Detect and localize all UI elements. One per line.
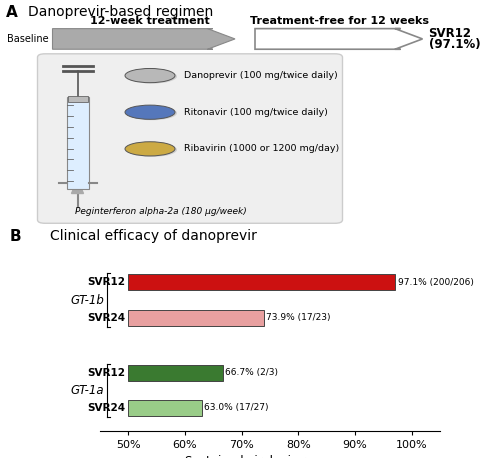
Text: Peginterferon alpha-2a (180 μg/week): Peginterferon alpha-2a (180 μg/week): [75, 207, 247, 216]
Text: SVR12: SVR12: [88, 278, 126, 288]
Text: 12-week treatment: 12-week treatment: [90, 16, 210, 26]
Bar: [128, 365, 223, 381]
Text: 73.9% (17/23): 73.9% (17/23): [266, 313, 330, 322]
Text: SVR24: SVR24: [88, 313, 126, 322]
Text: A: A: [6, 5, 18, 20]
Text: Clinical efficacy of danoprevir: Clinical efficacy of danoprevir: [50, 229, 257, 243]
Text: SVR24: SVR24: [88, 403, 126, 413]
Text: GT-1b: GT-1b: [70, 294, 104, 306]
Text: 66.7% (2/3): 66.7% (2/3): [225, 368, 278, 377]
Ellipse shape: [125, 69, 175, 82]
Text: Ribavirin (1000 or 1200 mg/day): Ribavirin (1000 or 1200 mg/day): [184, 144, 339, 153]
Text: Treatment-free for 12 weeks: Treatment-free for 12 weeks: [250, 16, 430, 26]
Ellipse shape: [127, 106, 177, 120]
Text: SVR12: SVR12: [428, 27, 472, 40]
Text: Danoprevir (100 mg/twice daily): Danoprevir (100 mg/twice daily): [184, 71, 338, 80]
Text: Danoprevir-based regimen: Danoprevir-based regimen: [28, 5, 213, 19]
Text: 63.0% (17/27): 63.0% (17/27): [204, 403, 269, 413]
Bar: [128, 400, 202, 416]
Text: GT-1a: GT-1a: [70, 384, 104, 397]
Text: Ritonavir (100 mg/twice daily): Ritonavir (100 mg/twice daily): [184, 108, 328, 117]
Bar: [128, 310, 264, 326]
X-axis label: Sustained virologic response: Sustained virologic response: [185, 455, 355, 458]
Text: SVR12: SVR12: [88, 368, 126, 378]
FancyBboxPatch shape: [66, 98, 88, 189]
FancyBboxPatch shape: [68, 96, 87, 102]
Bar: [128, 274, 395, 290]
Text: Baseline: Baseline: [8, 34, 49, 44]
Text: (97.1%): (97.1%): [428, 38, 480, 51]
FancyBboxPatch shape: [38, 54, 343, 224]
Ellipse shape: [127, 143, 177, 157]
Ellipse shape: [125, 105, 175, 119]
Text: 97.1% (200/206): 97.1% (200/206): [398, 278, 473, 287]
Polygon shape: [72, 189, 84, 193]
FancyArrow shape: [255, 28, 422, 49]
Ellipse shape: [127, 70, 177, 83]
Ellipse shape: [125, 142, 175, 156]
FancyArrow shape: [52, 28, 235, 49]
Text: B: B: [10, 229, 22, 244]
